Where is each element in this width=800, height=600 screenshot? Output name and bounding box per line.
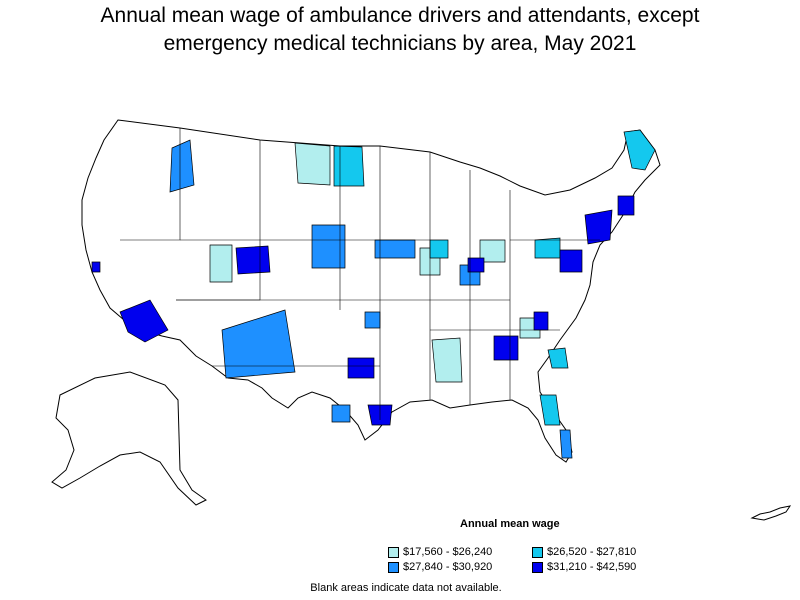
legend-swatch xyxy=(532,546,543,558)
area-tier-3 xyxy=(364,311,381,329)
legend-label: $31,210 - $42,590 xyxy=(547,561,637,573)
legend-swatch xyxy=(388,561,399,573)
area-tier-2 xyxy=(539,394,561,426)
area-tier-4 xyxy=(584,209,613,245)
legend-label: $17,560 - $26,240 xyxy=(403,546,493,558)
legend-item: $31,210 - $42,590 xyxy=(532,561,636,573)
area-tier-4 xyxy=(347,357,375,379)
area-tier-3 xyxy=(221,309,296,379)
legend-swatch xyxy=(532,561,543,573)
area-tier-3 xyxy=(169,139,195,193)
area-tier-3 xyxy=(311,224,346,269)
area-tier-4 xyxy=(467,257,485,273)
legend-item: $27,840 - $30,920 xyxy=(388,561,492,573)
legend-item: $17,560 - $26,240 xyxy=(388,546,492,558)
area-tier-1 xyxy=(479,239,506,263)
legend-title: Annual mean wage xyxy=(460,518,560,530)
legend-item: $26,520 - $27,810 xyxy=(532,546,636,558)
area-tier-2 xyxy=(429,239,449,259)
area-tier-4 xyxy=(617,195,635,216)
area-tier-1 xyxy=(431,337,463,383)
area-tier-2 xyxy=(333,145,365,187)
colored-areas xyxy=(91,129,656,459)
legend-label: $27,840 - $30,920 xyxy=(403,561,493,573)
legend-label: $26,520 - $27,810 xyxy=(547,546,637,558)
area-tier-4 xyxy=(559,249,583,273)
map-title-line-2: emergency medical technicians by area, M… xyxy=(163,32,637,55)
area-tier-4 xyxy=(493,335,519,361)
area-tier-4 xyxy=(235,245,271,275)
area-tier-2 xyxy=(547,347,569,369)
area-tier-4 xyxy=(91,261,101,273)
area-tier-1 xyxy=(209,244,233,283)
area-tier-3 xyxy=(374,239,416,259)
alaska-outline xyxy=(51,371,207,506)
state-boundaries xyxy=(120,128,600,420)
footnote: Blank areas indicate data not available. xyxy=(310,582,502,594)
area-tier-4 xyxy=(533,311,549,331)
map-title: Annual mean wage of ambulance drivers an… xyxy=(0,2,800,58)
area-tier-3 xyxy=(559,429,573,459)
area-tier-2 xyxy=(623,129,656,171)
legend-swatch xyxy=(388,546,399,558)
map-title-line-1: Annual mean wage of ambulance drivers an… xyxy=(100,4,700,27)
area-tier-4 xyxy=(119,299,169,343)
hawaii-outline xyxy=(750,505,792,521)
area-tier-1 xyxy=(294,142,331,186)
area-tier-2 xyxy=(534,237,561,259)
area-tier-3 xyxy=(331,404,351,423)
